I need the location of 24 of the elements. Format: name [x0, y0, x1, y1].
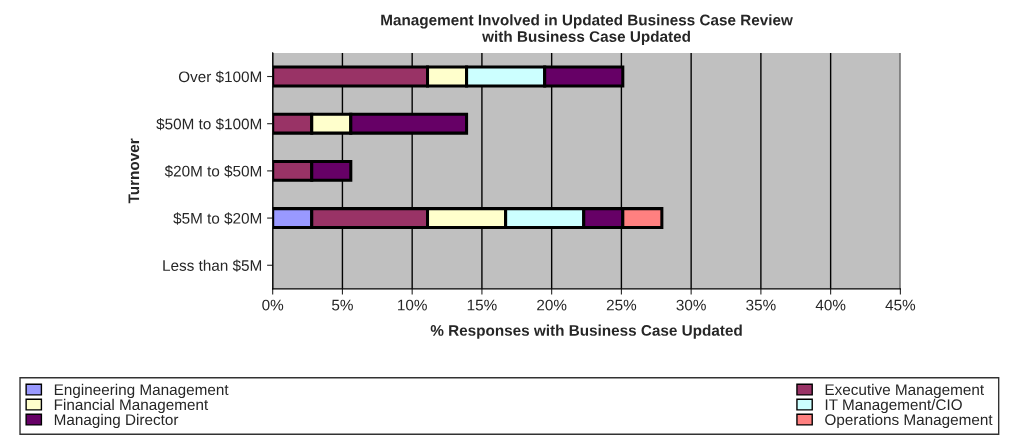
y-axis-title: Turnover — [128, 138, 140, 204]
x-axis-title: % Responses with Business Case Updated — [430, 324, 742, 339]
x-tick-label: 0% — [262, 299, 284, 311]
y-tick-label: Less than $5M — [163, 259, 262, 272]
x-tick-label: 45% — [885, 299, 916, 311]
x-tick-label: 25% — [606, 299, 637, 311]
x-tick-label: 20% — [537, 299, 567, 311]
x-tick-label: 40% — [815, 299, 846, 311]
legend-label: Operations Management — [825, 413, 993, 429]
y-tick-label: $20M to $50M — [164, 165, 262, 178]
x-tick-label: 15% — [467, 299, 497, 311]
x-tick-label: 30% — [676, 299, 706, 311]
legend-label: Managing Director — [54, 413, 179, 429]
x-tick-label: 10% — [398, 299, 427, 311]
legend-label: Financial Management — [54, 398, 209, 414]
y-tick-label: $5M to $20M — [173, 212, 262, 225]
chart-title: Management Involved in Updated Business Case Review with Business Case Updated — [381, 14, 793, 45]
x-tick-label: 35% — [746, 299, 776, 311]
y-tick-label: Over $100M — [178, 70, 262, 84]
legend-label: Engineering Management — [54, 383, 229, 399]
legend-label: IT Management/CIO — [825, 398, 962, 414]
legend-label: Executive Management — [825, 383, 984, 399]
y-tick-label: $50M to $100M — [156, 117, 262, 131]
x-tick-label: 5% — [332, 299, 353, 311]
